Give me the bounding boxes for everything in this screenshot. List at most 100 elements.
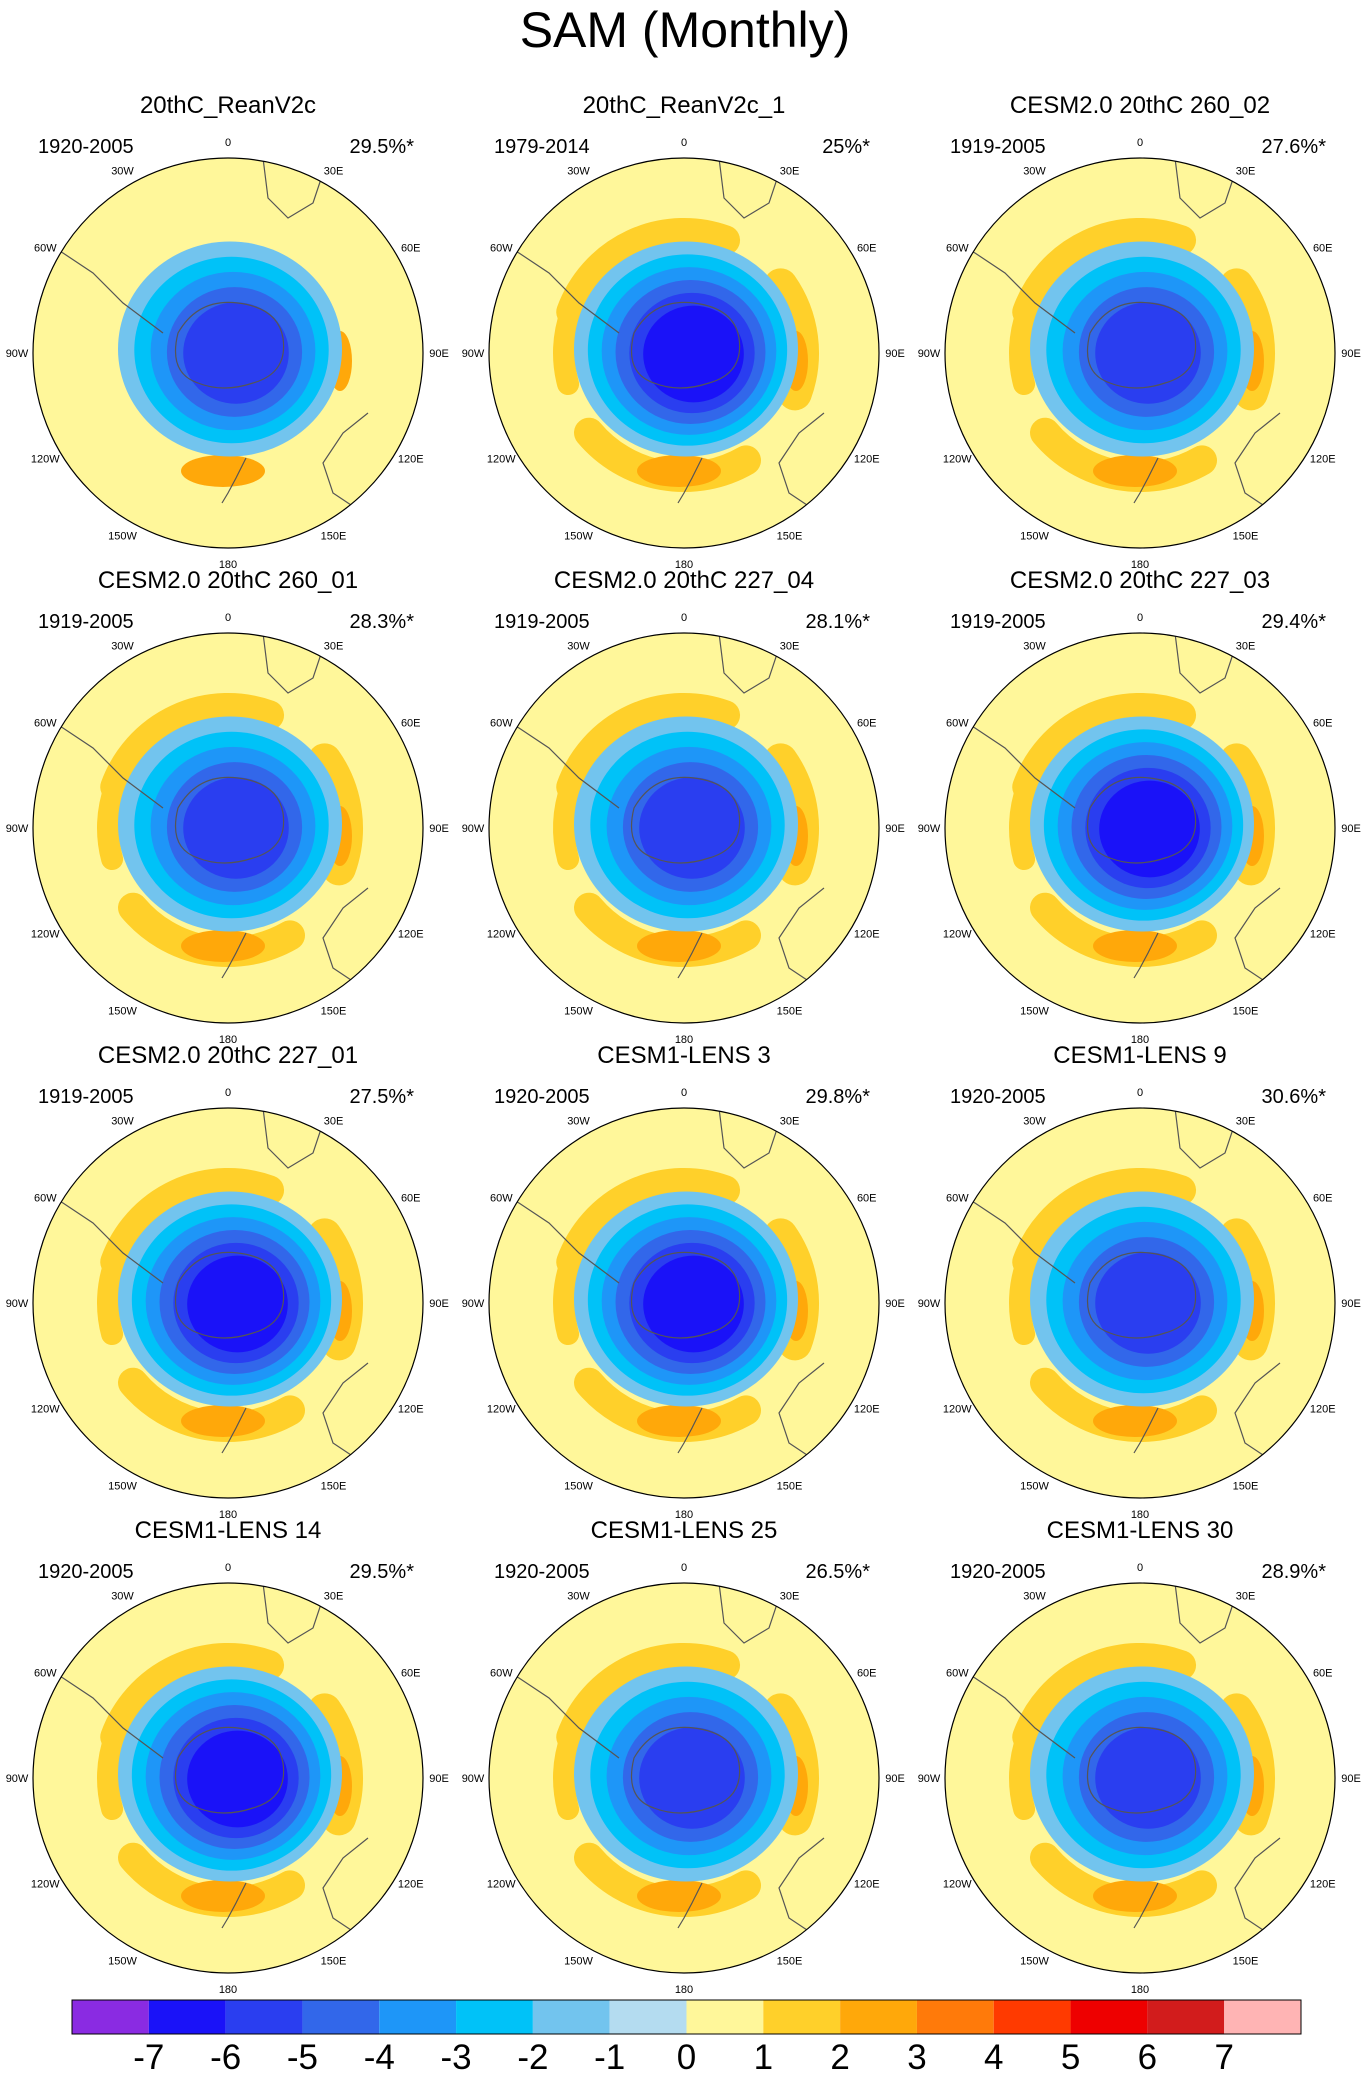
antarctica-coastline — [1086, 301, 1197, 389]
map-boundary — [32, 1107, 424, 1499]
longitude-label: 150E — [1233, 1481, 1259, 1493]
colorbar-tick-label: 0 — [676, 2038, 697, 2077]
longitude-label: 90W — [462, 348, 485, 360]
longitude-label: 120E — [1310, 1879, 1336, 1891]
colorbar-swatch — [72, 2000, 149, 2034]
polar-map: 0 30E 60E 90E 120E 150E 180 150W 120W 90W 60W 30W — [462, 1087, 905, 1521]
figure-title: SAM (Monthly) — [519, 2, 851, 58]
longitude-label: 90W — [6, 1298, 29, 1310]
longitude-label: 150E — [777, 1006, 803, 1018]
map-panel: CESM1-LENS 30 1920-2005 28.9%* 0 30E 60E 90E 12… — [912, 1425, 1368, 1996]
colorbar-swatch — [456, 2000, 533, 2034]
map-boundary — [32, 632, 424, 1024]
longitude-label: 60W — [490, 243, 513, 255]
new-zealand-coastline — [677, 457, 703, 504]
longitude-label: 30W — [111, 165, 134, 177]
longitude-label: 150W — [564, 1956, 593, 1968]
longitude-label: 90W — [462, 1298, 485, 1310]
longitude-label: 30E — [324, 640, 344, 652]
colorbar-tick-label: -6 — [210, 2038, 242, 2077]
map-panel: CESM2.0 20thC 227_04 1919-2005 28.1%* 0 30E 6… — [456, 475, 912, 1046]
panel-variance-pct: 29.4%* — [1261, 611, 1327, 633]
panel-variance-pct: 27.5%* — [349, 1086, 415, 1108]
colorbar-tick-label: 7 — [1214, 2038, 1234, 2077]
longitude-label: 30E — [1236, 640, 1256, 652]
longitude-label: 0 — [681, 1562, 687, 1574]
panel-period: 1920-2005 — [494, 1086, 590, 1108]
longitude-label: 0 — [681, 137, 687, 149]
africa-coastline — [262, 1108, 324, 1169]
negative-anomaly-contour — [1095, 1252, 1201, 1354]
longitude-label: 180 — [219, 1034, 237, 1046]
longitude-label: 90E — [429, 823, 449, 835]
map-panel: CESM1-LENS 3 1920-2005 29.8%* 0 30E 60E 90E 120… — [456, 950, 912, 1521]
panel-title: CESM2.0 20thC 227_04 — [553, 567, 815, 594]
longitude-label: 150E — [321, 1481, 347, 1493]
map-panel: CESM1-LENS 9 1920-2005 30.6%* 0 30E 60E 90E 120… — [912, 950, 1368, 1521]
negative-anomaly-contour — [639, 777, 745, 879]
longitude-label: 30W — [567, 1590, 590, 1602]
longitude-label: 0 — [1137, 137, 1143, 149]
panel-variance-pct: 30.6%* — [1261, 1086, 1327, 1108]
negative-anomaly-contour — [183, 777, 289, 879]
longitude-label: 150W — [1020, 1481, 1049, 1493]
longitude-label: 120E — [1310, 454, 1336, 466]
longitude-label: 120E — [854, 1404, 880, 1416]
negative-anomaly-contour — [643, 1255, 744, 1353]
longitude-label: 30W — [1023, 1590, 1046, 1602]
longitude-label: 30E — [1236, 165, 1256, 177]
longitude-label: 90W — [6, 1773, 29, 1785]
colorbar-swatch — [1070, 2000, 1148, 2034]
longitude-label: 120E — [854, 1879, 880, 1891]
negative-anomaly-contour — [1095, 302, 1201, 404]
longitude-label: 90E — [1341, 823, 1361, 835]
longitude-label: 30W — [567, 165, 590, 177]
negative-anomaly-contour — [639, 1727, 745, 1829]
longitude-label: 120E — [854, 929, 880, 941]
colorbar-tick-label: -1 — [594, 2038, 626, 2077]
colorbar-tick-label: 4 — [984, 2038, 1004, 2077]
negative-anomaly-contour — [187, 1730, 288, 1828]
longitude-label: 90W — [6, 823, 29, 835]
negative-anomaly-contour — [1095, 1727, 1201, 1829]
longitude-label: 0 — [225, 1087, 231, 1099]
longitude-label: 150W — [1020, 1956, 1049, 1968]
panel-period: 1919-2005 — [38, 1086, 134, 1108]
longitude-label: 150W — [564, 1006, 593, 1018]
map-panel: CESM1-LENS 25 1920-2005 26.5%* 0 30E 60E 90E 12… — [456, 1425, 912, 1996]
map-panel: CESM2.0 20thC 227_03 1919-2005 29.4%* 0 30E 6… — [912, 475, 1368, 1046]
positive-anomaly-band — [100, 693, 285, 802]
positive-anomaly-band — [100, 1643, 285, 1752]
longitude-label: 120W — [487, 454, 516, 466]
new-zealand-coastline — [677, 1407, 703, 1454]
longitude-label: 180 — [1131, 559, 1149, 571]
longitude-label: 60W — [946, 1668, 969, 1680]
positive-anomaly-band — [556, 1168, 741, 1277]
colorbar-tick-label: 2 — [830, 2038, 850, 2077]
longitude-label: 30W — [567, 640, 590, 652]
longitude-label: 180 — [1131, 1509, 1149, 1521]
longitude-label: 0 — [225, 612, 231, 624]
new-zealand-coastline — [221, 1882, 247, 1929]
longitude-label: 180 — [675, 1509, 693, 1521]
panel-title: CESM1-LENS 25 — [590, 1517, 778, 1544]
colorbar-tick-label: -2 — [517, 2038, 549, 2077]
longitude-label: 180 — [219, 1984, 237, 1996]
panel-period: 1919-2005 — [950, 611, 1046, 633]
longitude-label: 120W — [31, 929, 60, 941]
antarctica-coastline — [630, 1726, 741, 1814]
map-boundary — [32, 157, 424, 549]
longitude-label: 60W — [490, 1668, 513, 1680]
antarctica-coastline — [174, 776, 285, 864]
map-boundary — [944, 1582, 1336, 1974]
longitude-label: 60E — [401, 1193, 421, 1205]
africa-coastline — [718, 1583, 780, 1644]
new-zealand-coastline — [221, 932, 247, 979]
longitude-label: 90W — [918, 1298, 941, 1310]
panel-variance-pct: 28.3%* — [349, 611, 415, 633]
longitude-label: 150E — [321, 531, 347, 543]
longitude-label: 90W — [6, 348, 29, 360]
panel-title: 20thC_ReanV2c — [139, 92, 317, 119]
longitude-label: 180 — [1131, 1034, 1149, 1046]
positive-anomaly-band — [1009, 1250, 1039, 1346]
